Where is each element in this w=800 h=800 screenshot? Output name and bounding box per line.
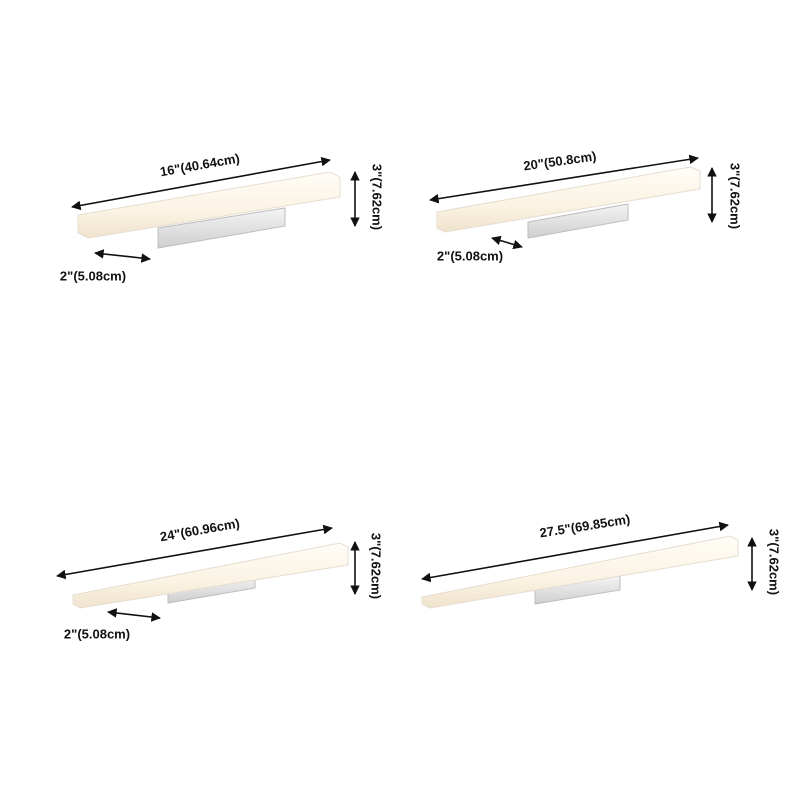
height-label: 3"(7.62cm): [767, 529, 782, 595]
panel: 16"(40.64cm) 3"(7.62cm) 2"(5.08cm): [60, 151, 385, 284]
length-arrow: [421, 521, 729, 583]
mount: [527, 203, 629, 239]
height-label: 3"(7.62cm): [728, 163, 743, 229]
depth-arrow: [94, 249, 151, 263]
depth-arrow: [107, 608, 161, 622]
length-label: 24"(60.96cm): [159, 516, 241, 545]
depth-label: 2"(5.08cm): [437, 248, 503, 263]
length-arrow: [56, 524, 333, 580]
length-arrow: [429, 154, 699, 204]
depth-arrow: [491, 235, 523, 250]
panel: 20"(50.8cm) 3"(7.62cm) 2"(5.08cm): [429, 148, 743, 263]
height-label: 3"(7.62cm): [369, 533, 384, 599]
height-label: 3"(7.62cm): [370, 164, 385, 230]
depth-label: 2"(5.08cm): [60, 268, 126, 283]
length-label: 16"(40.64cm): [159, 151, 241, 180]
panel: 24"(60.96cm) 3"(7.62cm) 2"(5.08cm): [56, 516, 384, 641]
depth-label: 2"(5.08cm): [64, 626, 130, 641]
light-bar: [72, 542, 349, 609]
length-arrow: [71, 156, 331, 211]
light-bar: [421, 535, 739, 609]
length-label: 27.5"(69.85cm): [538, 511, 631, 540]
panel: 27.5"(69.85cm) 3"(7.62cm): [421, 511, 782, 609]
length-label: 20"(50.8cm): [522, 148, 597, 173]
mount: [157, 207, 286, 249]
